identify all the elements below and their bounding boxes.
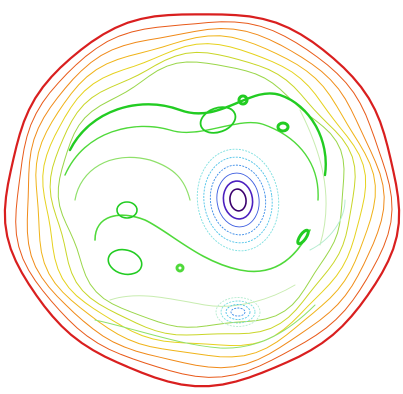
contour-level-16: [26, 27, 385, 369]
contour-level-17: [15, 21, 393, 378]
lower-minimum-level-5: [225, 304, 251, 320]
contour-level-15: [35, 35, 376, 358]
contour-level-11: [68, 92, 327, 177]
lower-minimum-level-6: [220, 300, 256, 324]
contour-level-11-pocket-lower-left: [107, 248, 143, 276]
lower-minimum-level-4: [230, 307, 246, 317]
outer-contour-rings: [3, 13, 401, 388]
central-minimum-level-3: [216, 172, 260, 228]
contour-level-9: [74, 156, 191, 201]
central-minimum: [196, 148, 280, 252]
contour-level-7: [309, 199, 346, 251]
contour-level-11-streak: [296, 228, 310, 246]
contour-level-11-dot-right: [276, 121, 290, 133]
contour-level-11-pocket-top: [199, 106, 237, 134]
central-minimum-level-4: [209, 164, 267, 236]
contour-level-9-lower: [94, 304, 316, 349]
contour-level-10-lower: [94, 214, 311, 273]
lower-minimum-level-7: [215, 297, 261, 327]
central-minimum-level-5: [203, 156, 273, 244]
contour-level-11-dot: [237, 94, 249, 106]
central-minimum-level-2: [222, 180, 254, 220]
contour-level-8: [109, 284, 296, 307]
central-minimum-level-1: [229, 188, 247, 212]
contour-level-13: [49, 51, 356, 336]
contour-level-10-dot: [175, 263, 185, 273]
contour-level-18: [3, 13, 401, 388]
contour-level-12: [57, 61, 345, 328]
central-minimum-level-6: [196, 148, 280, 252]
interior-contours: [64, 92, 346, 349]
contour-level-11-pocket-left: [116, 201, 138, 219]
lower-minimum: [215, 297, 261, 327]
contour-level-10: [64, 121, 319, 201]
contour-level-14: [42, 43, 367, 347]
contour-level-8-right: [299, 109, 327, 246]
